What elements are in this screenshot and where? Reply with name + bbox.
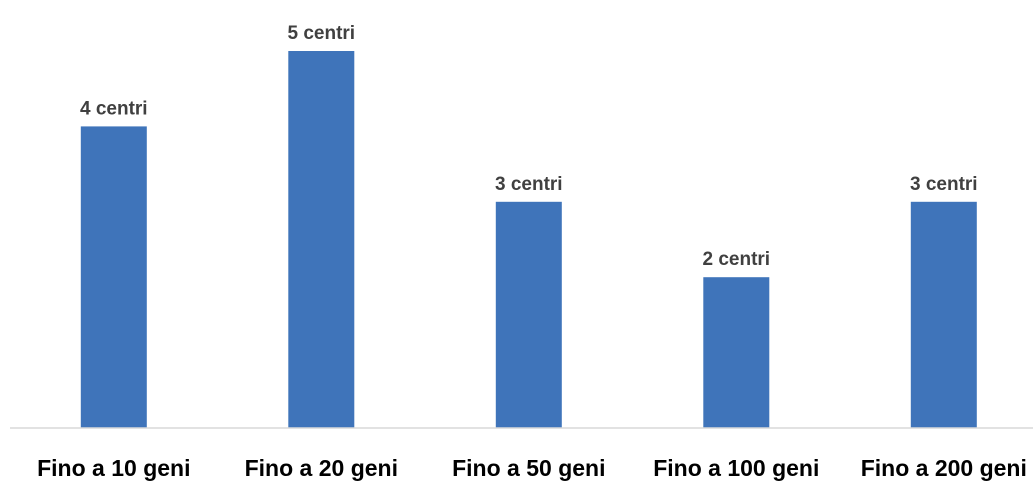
- data-label: 3 centri: [495, 174, 563, 195]
- x-tick-label: Fino a 50 geni: [452, 455, 605, 481]
- x-tick-label: Fino a 200 geni: [861, 455, 1027, 481]
- x-tick-label: Fino a 10 geni: [37, 455, 190, 481]
- data-label: 2 centri: [703, 249, 771, 270]
- bar: [910, 201, 977, 428]
- data-label: 3 centri: [910, 174, 978, 195]
- category-labels-group: Fino a 10 geni Fino a 20 geni Fino a 50 ge…: [37, 455, 1027, 481]
- bar: [80, 126, 147, 429]
- bar: [288, 51, 355, 428]
- bar: [703, 277, 770, 428]
- data-label: 4 centri: [80, 98, 148, 119]
- bar: [495, 201, 562, 428]
- x-tick-label: Fino a 100 geni: [653, 455, 819, 481]
- data-label: 5 centri: [288, 23, 356, 44]
- data-labels-group: 4 centri 5 centri 3 centri 2 centri 3 centri: [80, 23, 978, 270]
- bars-group: [80, 51, 977, 429]
- x-tick-label: Fino a 20 geni: [245, 455, 398, 481]
